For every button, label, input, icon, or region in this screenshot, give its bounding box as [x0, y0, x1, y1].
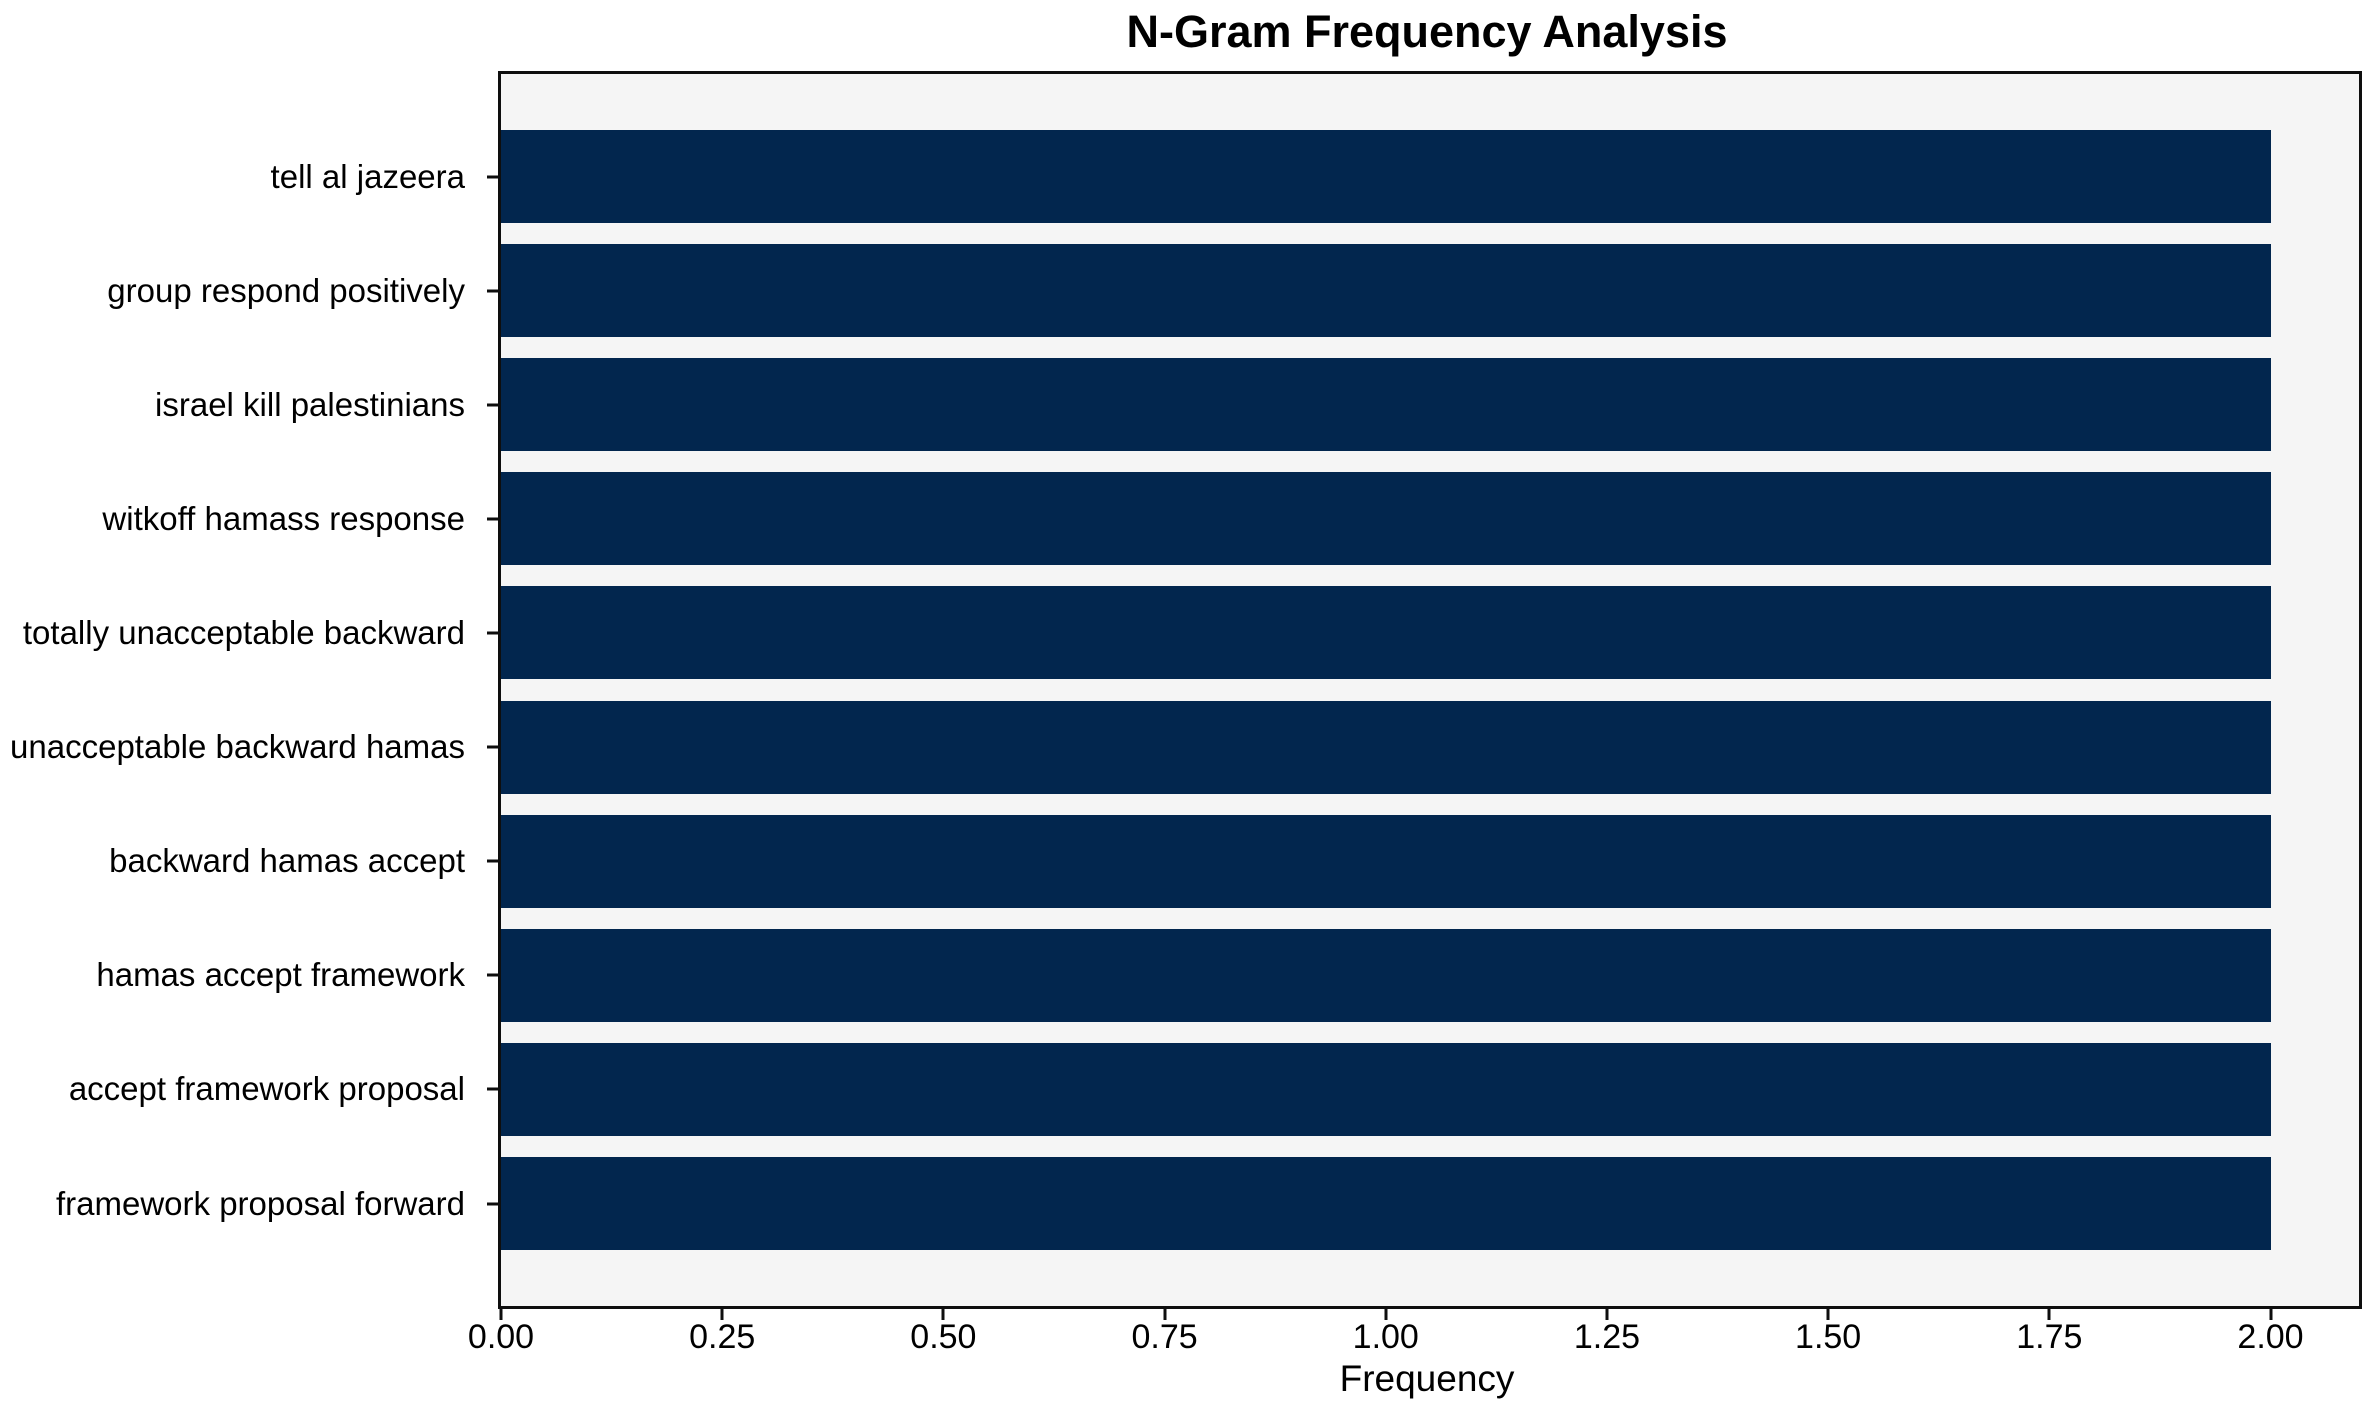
x-tick-label: 0.00	[467, 1318, 535, 1356]
y-tick-mark	[487, 973, 498, 977]
bar	[501, 358, 2271, 452]
x-axis-title: Frequency	[1339, 1358, 1515, 1399]
y-tick-mark	[487, 517, 498, 521]
y-tick-mark	[487, 1087, 498, 1091]
x-tick-mark	[1384, 1309, 1388, 1320]
x-tick-mark	[941, 1309, 945, 1320]
x-tick-mark	[1163, 1309, 1167, 1320]
y-tick-label: tell al jazeera	[270, 157, 465, 195]
x-tick-label: 0.50	[910, 1318, 977, 1356]
bar	[501, 586, 2271, 680]
y-tick-label: framework proposal forward	[56, 1184, 465, 1222]
y-tick-label: group respond positively	[107, 271, 465, 309]
x-tick-label: 0.25	[689, 1318, 756, 1356]
x-tick-label: 1.00	[1352, 1318, 1419, 1356]
plot-area	[498, 71, 2362, 1309]
x-tick-label: 2.00	[2237, 1318, 2304, 1356]
x-tick-mark	[2047, 1309, 2051, 1320]
y-tick-label: witkoff hamass response	[102, 499, 465, 537]
bar	[501, 472, 2271, 566]
bar	[501, 244, 2271, 338]
bar	[501, 928, 2271, 1022]
y-tick-label: unacceptable backward hamas	[10, 728, 465, 766]
x-tick-mark	[1826, 1309, 1830, 1320]
y-tick-label: accept framework proposal	[68, 1070, 465, 1108]
bar	[501, 700, 2271, 794]
y-tick-mark	[487, 859, 498, 863]
x-tick-mark	[499, 1309, 503, 1320]
x-tick-label: 1.75	[2016, 1318, 2083, 1356]
y-tick-mark	[487, 403, 498, 407]
y-tick-mark	[487, 175, 498, 178]
bar	[501, 130, 2271, 223]
y-tick-label: israel kill palestinians	[155, 385, 465, 423]
y-tick-mark	[487, 1202, 498, 1205]
x-tick-label: 1.50	[1795, 1318, 1862, 1356]
y-tick-mark	[487, 289, 498, 293]
x-tick-label: 0.75	[1131, 1318, 1198, 1356]
x-tick-mark	[1605, 1309, 1609, 1320]
y-tick-mark	[487, 631, 498, 635]
y-tick-label: backward hamas accept	[109, 842, 465, 880]
y-tick-label: hamas accept framework	[96, 956, 465, 994]
x-tick-mark	[2269, 1309, 2273, 1320]
x-tick-mark	[720, 1309, 724, 1320]
y-tick-mark	[487, 745, 498, 749]
bar	[501, 1157, 2271, 1250]
bar	[501, 1042, 2271, 1136]
chart-title: N-Gram Frequency Analysis	[1126, 6, 1728, 57]
y-tick-label: totally unacceptable backward	[22, 613, 465, 651]
bar	[501, 814, 2271, 908]
x-tick-label: 1.25	[1573, 1318, 1641, 1356]
